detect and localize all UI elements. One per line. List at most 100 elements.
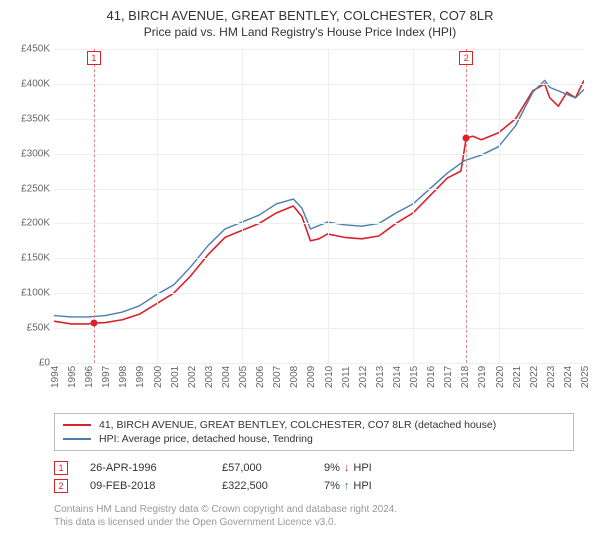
series-property	[54, 80, 584, 324]
annotation-delta-ref: HPI	[353, 462, 371, 474]
x-tick-label: 2002	[187, 366, 198, 388]
x-tick-label: 2004	[221, 366, 232, 388]
annotation-price: £322,500	[222, 480, 302, 492]
x-tick-label: 1997	[101, 366, 112, 388]
chart-area: £0 £50K £100K £150K £200K £250K £300K £350K £400…	[10, 45, 590, 405]
footer-line-1: Contains HM Land Registry data © Crown c…	[54, 503, 590, 516]
x-tick-label: 2023	[546, 366, 557, 388]
h-gridline	[54, 119, 584, 120]
x-tick-label: 1994	[50, 366, 61, 388]
legend-swatch	[63, 438, 91, 440]
x-tick-label: 2001	[170, 366, 181, 388]
x-tick-label: 2010	[324, 366, 335, 388]
chart-title: 41, BIRCH AVENUE, GREAT BENTLEY, COLCHES…	[10, 8, 590, 23]
y-tick-label: £50K	[27, 323, 50, 334]
legend-label: HPI: Average price, detached house, Tend…	[99, 433, 313, 445]
y-tick-label: £300K	[21, 148, 50, 159]
y-axis: £0£50K£100K£150K£200K£250K£300K£350K£400…	[10, 49, 54, 363]
h-gridline	[54, 328, 584, 329]
x-tick-label: 2011	[341, 366, 352, 388]
x-tick-label: 2009	[306, 366, 317, 388]
legend: 41, BIRCH AVENUE, GREAT BENTLEY, COLCHES…	[54, 413, 574, 451]
y-tick-label: £150K	[21, 253, 50, 264]
h-gridline	[54, 189, 584, 190]
arrow-down-icon: ↓	[344, 462, 350, 474]
arrow-up-icon: ↑	[344, 480, 350, 492]
y-tick-label: £0	[39, 358, 50, 369]
h-gridline	[54, 84, 584, 85]
y-tick-label: £250K	[21, 183, 50, 194]
annotation-date: 09-FEB-2018	[90, 480, 200, 492]
annotation-table: 1 26-APR-1996 £57,000 9% ↓HPI 2 09-FEB-2018 £32…	[54, 459, 574, 495]
plot-area: 12	[54, 49, 584, 363]
x-tick-label: 2005	[238, 366, 249, 388]
h-gridline	[54, 293, 584, 294]
annotation-marker-ref: 2	[54, 479, 68, 493]
legend-item: 41, BIRCH AVENUE, GREAT BENTLEY, COLCHES…	[63, 418, 565, 432]
x-tick-label: 2025	[580, 366, 591, 388]
x-tick-label: 2007	[272, 366, 283, 388]
v-gridline	[242, 49, 243, 363]
h-gridline	[54, 49, 584, 50]
x-tick-label: 2024	[563, 366, 574, 388]
y-tick-label: £350K	[21, 113, 50, 124]
x-tick-label: 2018	[460, 366, 471, 388]
y-tick-label: £100K	[21, 288, 50, 299]
v-gridline	[413, 49, 414, 363]
x-tick-label: 2000	[153, 366, 164, 388]
annotation-marker-ref: 1	[54, 461, 68, 475]
v-gridline	[328, 49, 329, 363]
y-tick-label: £450K	[21, 44, 50, 55]
marker-label-box: 2	[459, 51, 473, 65]
x-tick-label: 2019	[477, 366, 488, 388]
marker-guideline	[466, 49, 467, 363]
x-tick-label: 1995	[67, 366, 78, 388]
x-tick-label: 1998	[118, 366, 129, 388]
v-gridline	[157, 49, 158, 363]
h-gridline	[54, 258, 584, 259]
y-tick-label: £400K	[21, 78, 50, 89]
h-gridline	[54, 223, 584, 224]
line-chart-svg	[54, 49, 584, 363]
annotation-delta-pct: 7%	[324, 480, 340, 492]
chart-subtitle: Price paid vs. HM Land Registry's House …	[10, 25, 590, 39]
x-tick-label: 2006	[255, 366, 266, 388]
x-axis: 1994199519961997199819992000200120022003…	[54, 363, 584, 405]
marker-dot	[90, 320, 97, 327]
annotation-delta-ref: HPI	[353, 480, 371, 492]
legend-item: HPI: Average price, detached house, Tend…	[63, 432, 565, 446]
h-gridline	[54, 154, 584, 155]
x-tick-label: 2014	[392, 366, 403, 388]
annotation-row: 2 09-FEB-2018 £322,500 7% ↑HPI	[54, 477, 574, 495]
x-tick-label: 2003	[204, 366, 215, 388]
footer-attribution: Contains HM Land Registry data © Crown c…	[54, 503, 590, 529]
annotation-row: 1 26-APR-1996 £57,000 9% ↓HPI	[54, 459, 574, 477]
series-hpi	[54, 80, 584, 317]
marker-label-box: 1	[87, 51, 101, 65]
marker-dot	[463, 134, 470, 141]
x-tick-label: 2016	[426, 366, 437, 388]
marker-guideline	[94, 49, 95, 363]
x-tick-label: 2015	[409, 366, 420, 388]
x-tick-label: 2020	[495, 366, 506, 388]
x-tick-label: 2017	[443, 366, 454, 388]
x-tick-label: 2022	[529, 366, 540, 388]
y-tick-label: £200K	[21, 218, 50, 229]
x-tick-label: 1996	[84, 366, 95, 388]
x-tick-label: 2008	[289, 366, 300, 388]
title-block: 41, BIRCH AVENUE, GREAT BENTLEY, COLCHES…	[10, 8, 590, 39]
annotation-delta: 7% ↑HPI	[324, 480, 372, 492]
annotation-date: 26-APR-1996	[90, 462, 200, 474]
legend-label: 41, BIRCH AVENUE, GREAT BENTLEY, COLCHES…	[99, 419, 496, 431]
annotation-price: £57,000	[222, 462, 302, 474]
annotation-delta-pct: 9%	[324, 462, 340, 474]
x-tick-label: 2013	[375, 366, 386, 388]
x-tick-label: 2021	[512, 366, 523, 388]
chart-container: 41, BIRCH AVENUE, GREAT BENTLEY, COLCHES…	[0, 0, 600, 560]
x-tick-label: 1999	[135, 366, 146, 388]
v-gridline	[499, 49, 500, 363]
x-tick-label: 2012	[358, 366, 369, 388]
legend-swatch	[63, 424, 91, 426]
footer-line-2: This data is licensed under the Open Gov…	[54, 516, 590, 529]
annotation-delta: 9% ↓HPI	[324, 462, 372, 474]
